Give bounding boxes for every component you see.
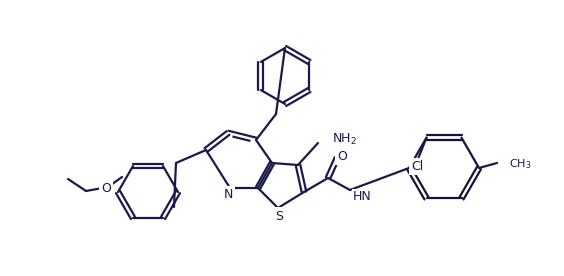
Text: HN: HN bbox=[353, 190, 372, 203]
Text: N: N bbox=[223, 189, 233, 201]
Text: NH$_2$: NH$_2$ bbox=[332, 131, 357, 147]
Text: Cl: Cl bbox=[411, 160, 424, 173]
Text: O: O bbox=[337, 150, 347, 163]
Text: CH$_3$: CH$_3$ bbox=[509, 157, 531, 171]
Text: S: S bbox=[275, 209, 283, 222]
Text: O: O bbox=[101, 182, 111, 195]
